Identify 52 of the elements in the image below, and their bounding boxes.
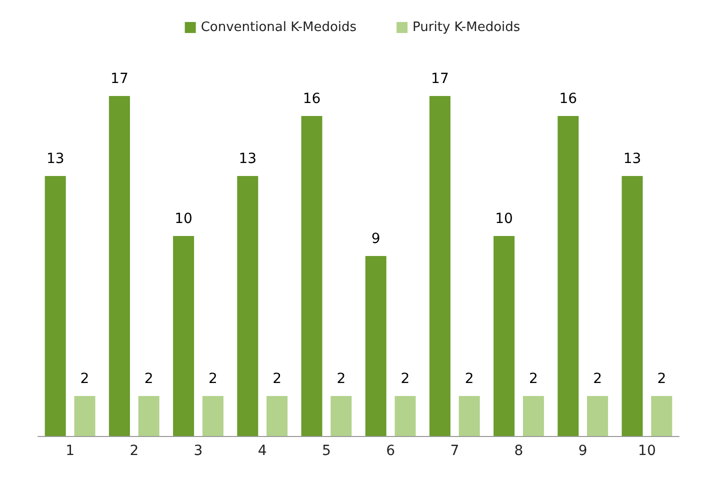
bar — [429, 96, 450, 436]
data-label: 16 — [302, 91, 321, 107]
bar — [522, 396, 544, 436]
bar — [202, 396, 224, 436]
data-label: 9 — [371, 231, 380, 247]
data-label: 16 — [559, 91, 578, 107]
legend-label: Purity K-Medoids — [412, 20, 520, 35]
data-label: 10 — [174, 211, 192, 227]
bar — [266, 396, 288, 436]
bar — [587, 396, 608, 436]
x-tick-label: 1 — [66, 443, 75, 459]
data-label: 13 — [46, 151, 64, 167]
x-tick-label: 7 — [450, 443, 460, 459]
data-label: 2 — [208, 371, 218, 387]
data-label: 2 — [528, 371, 538, 387]
bar — [330, 396, 352, 436]
bar — [651, 396, 672, 436]
data-label: 17 — [110, 71, 128, 87]
bar — [173, 236, 194, 436]
data-label: 2 — [80, 371, 90, 387]
x-tick-label: 5 — [322, 443, 331, 459]
x-tick-label: 10 — [638, 443, 656, 459]
data-label: 17 — [431, 71, 449, 87]
x-tick-label: 3 — [194, 443, 203, 459]
bar — [74, 396, 96, 436]
data-label: 2 — [657, 371, 666, 387]
x-tick-label: 8 — [514, 443, 524, 459]
data-label: 13 — [623, 151, 642, 167]
bar — [622, 176, 643, 436]
x-tick-label: 2 — [130, 443, 139, 459]
data-label: 2 — [464, 371, 474, 387]
data-label: 2 — [272, 371, 282, 387]
x-tick-label: 6 — [386, 443, 396, 459]
bar — [394, 396, 416, 436]
bar — [494, 236, 515, 436]
bar — [237, 176, 258, 436]
legend-label: Conventional K-Medoids — [200, 20, 357, 35]
bar — [108, 96, 130, 436]
bar — [458, 396, 480, 436]
data-label: 2 — [400, 371, 410, 387]
x-tick-label: 9 — [578, 443, 588, 459]
data-label: 10 — [495, 211, 513, 227]
bar — [558, 116, 579, 436]
x-tick-label: 4 — [258, 443, 267, 459]
data-label: 2 — [336, 371, 346, 387]
data-label: 13 — [238, 151, 257, 167]
bar — [138, 396, 160, 436]
bar — [301, 116, 322, 436]
data-label: 2 — [593, 371, 602, 387]
bar — [365, 256, 386, 436]
bar — [44, 176, 66, 436]
data-label: 2 — [144, 371, 154, 387]
